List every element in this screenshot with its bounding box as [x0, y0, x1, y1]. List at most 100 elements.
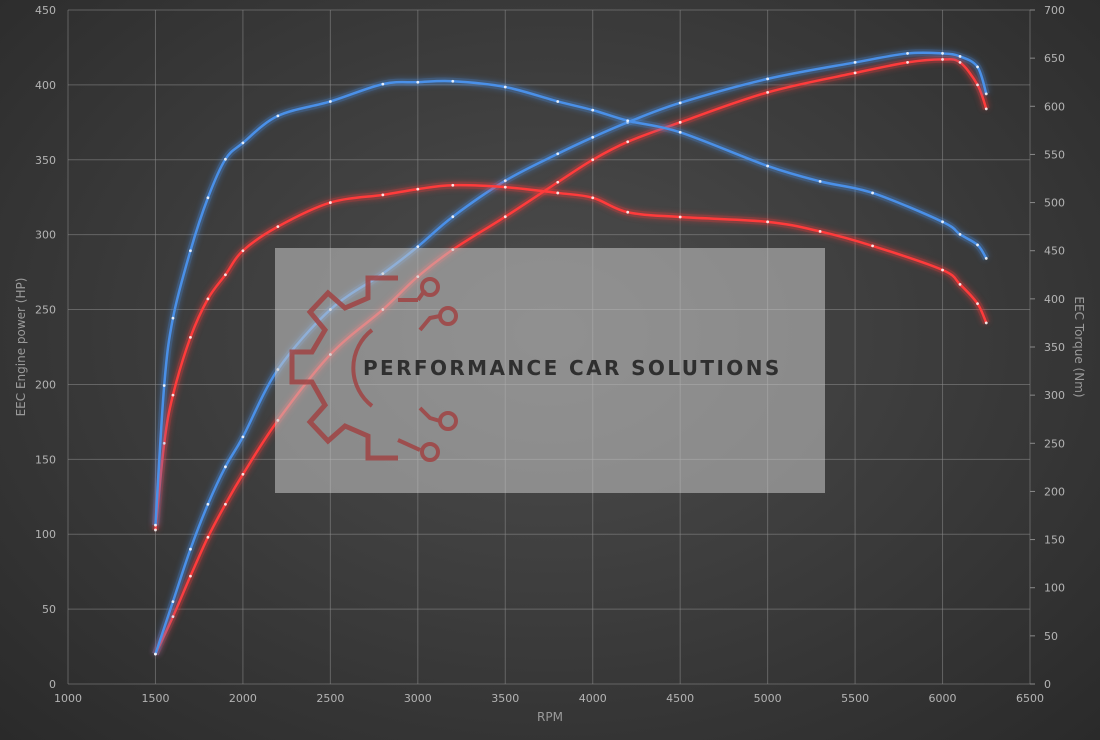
data-point [818, 230, 822, 233]
y-left-tick-label: 150 [35, 453, 56, 466]
y-right-tick-label: 300 [1044, 389, 1065, 402]
data-point [626, 119, 630, 123]
data-point [941, 58, 944, 61]
x-tick-label: 1500 [141, 692, 169, 705]
x-tick-label: 5000 [754, 692, 782, 705]
x-tick-label: 6000 [929, 692, 957, 705]
y-axis-left-label: EEC Engine power (HP) [14, 278, 28, 417]
y-left-tick-label: 50 [42, 603, 56, 616]
x-tick-label: 4500 [666, 692, 694, 705]
data-point [416, 245, 420, 249]
y-axis-right-label: EEC Torque (Nm) [1072, 296, 1086, 397]
data-point [678, 101, 682, 105]
data-point [958, 232, 962, 236]
y-left-tick-label: 450 [35, 4, 56, 17]
data-point [958, 55, 962, 58]
data-point [154, 528, 157, 532]
data-point [626, 210, 630, 214]
y-left-tick-label: 100 [35, 528, 56, 541]
y-right-tick-label: 500 [1044, 197, 1065, 210]
y-right-tick-label: 0 [1044, 678, 1051, 691]
data-point [241, 435, 245, 439]
y-left-tick-label: 350 [35, 154, 56, 167]
data-point [766, 164, 770, 168]
y-right-tick-label: 350 [1044, 341, 1065, 354]
y-right-tick-label: 700 [1044, 4, 1065, 17]
data-point [626, 140, 630, 144]
data-point [154, 523, 157, 527]
data-point [503, 185, 507, 189]
watermark: PERFORMANCE CAR SOLUTIONS [275, 248, 825, 493]
y-left-tick-label: 250 [35, 304, 56, 317]
data-point [958, 283, 962, 286]
x-tick-label: 3500 [491, 692, 519, 705]
data-point [276, 225, 280, 229]
data-point [556, 100, 560, 103]
y-right-tick-label: 550 [1044, 148, 1065, 161]
x-tick-label: 3000 [404, 692, 432, 705]
data-point [171, 393, 175, 397]
data-point [678, 120, 682, 124]
y-right-tick-label: 50 [1044, 630, 1058, 643]
data-point [766, 90, 770, 94]
x-tick-label: 4000 [579, 692, 607, 705]
data-point [941, 268, 944, 272]
data-point [941, 220, 944, 224]
data-point [871, 244, 874, 248]
y-right-tick-label: 600 [1044, 100, 1065, 113]
data-point [189, 574, 192, 578]
data-point [171, 615, 175, 618]
data-point [976, 65, 979, 69]
y-left-tick-label: 0 [49, 678, 56, 691]
watermark-text: PERFORMANCE CAR SOLUTIONS [363, 356, 782, 380]
gear-circuit-logo [289, 275, 458, 462]
data-point [556, 180, 560, 184]
series-layer [151, 49, 990, 656]
data-point [241, 249, 245, 253]
data-point [853, 71, 857, 75]
data-point [678, 215, 682, 219]
data-point [766, 220, 770, 224]
series-torque-3 [151, 77, 990, 527]
y-right-tick-label: 400 [1044, 293, 1065, 306]
data-point [162, 384, 166, 387]
data-point [171, 600, 175, 604]
series-power-0 [152, 55, 990, 656]
data-point [766, 77, 770, 81]
data-point [451, 215, 455, 219]
data-point [906, 52, 909, 55]
data-point [976, 83, 979, 87]
data-point [206, 535, 210, 539]
y-left-tick-label: 400 [35, 79, 56, 92]
data-point [451, 79, 455, 83]
data-point [556, 191, 560, 195]
data-point [678, 130, 682, 134]
data-point [224, 502, 227, 506]
data-point [416, 187, 420, 191]
data-point [416, 80, 420, 84]
data-point [906, 61, 909, 64]
data-point [556, 152, 560, 156]
data-point [189, 335, 192, 339]
y-right-tick-label: 650 [1044, 52, 1065, 65]
data-point [206, 502, 210, 506]
x-axis-label: RPM [537, 710, 563, 724]
data-point [241, 141, 245, 145]
data-point [224, 465, 227, 469]
y-left-tick-label: 300 [35, 229, 56, 242]
x-tick-label: 2000 [229, 692, 257, 705]
data-point [853, 61, 857, 64]
y-right-tick-label: 100 [1044, 582, 1065, 595]
data-point [941, 52, 944, 55]
x-tick-label: 6500 [1016, 692, 1044, 705]
data-point [381, 193, 385, 197]
y-right-tick-label: 150 [1044, 534, 1065, 547]
data-point [984, 92, 988, 96]
data-point [503, 179, 507, 183]
x-tick-label: 2500 [316, 692, 344, 705]
y-right-tick-label: 450 [1044, 245, 1065, 258]
y-right-tick-label: 250 [1044, 437, 1065, 450]
data-point [224, 157, 227, 161]
data-point [591, 135, 595, 139]
